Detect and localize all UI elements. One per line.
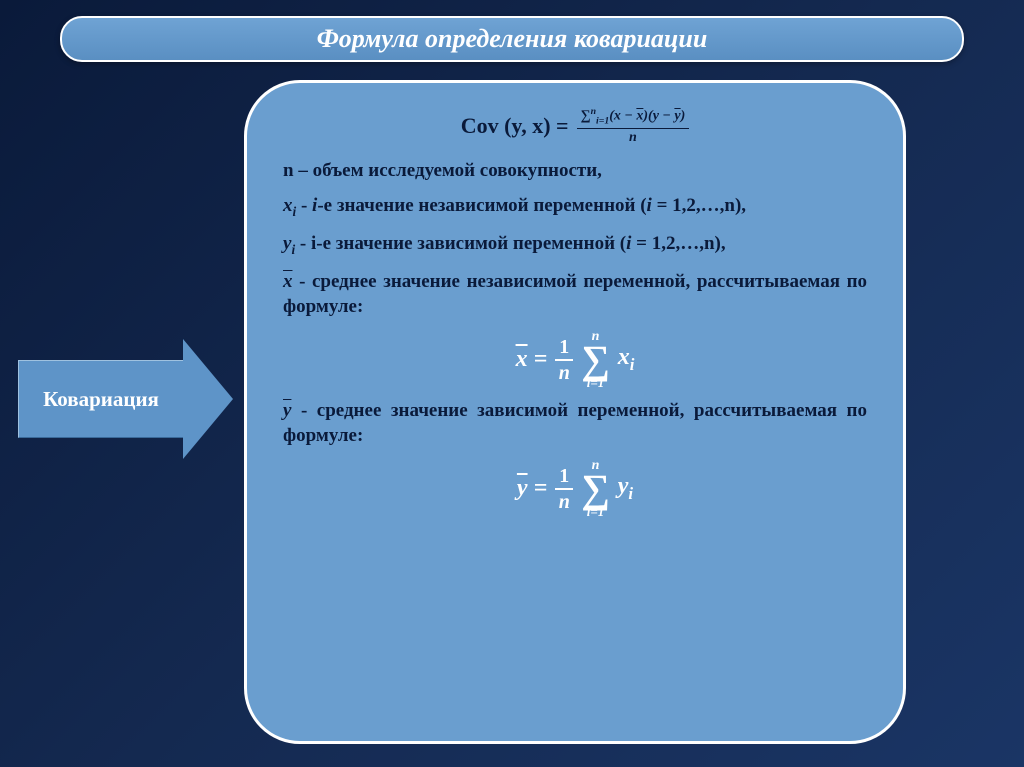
sigma-x: n ∑ i=1 (581, 330, 610, 390)
def-yi: yi - i-е значение зависимой переменной (… (283, 231, 867, 259)
ybar-symbol: y (283, 400, 291, 421)
sigma-x-lower: i=1 (587, 377, 605, 389)
sigma-y-icon: ∑ (581, 472, 610, 506)
one-over-n-y: 1 n (555, 465, 573, 513)
xi-text: - i-е значение независимой переменной (i… (301, 195, 746, 216)
content-box: Cov (y, x) = ∑ni=1(x − x)(y − y) n n – о… (244, 80, 906, 744)
yi-term: yi (618, 473, 633, 504)
ybar-formula: y = 1 n n ∑ i=1 yi (283, 459, 867, 519)
arrow-head-icon (183, 339, 233, 459)
xbar-formula: x = 1 n n ∑ i=1 xi (283, 330, 867, 390)
n-y: n (559, 490, 570, 513)
xbar-text: - среднее значение независимой переменно… (283, 271, 867, 318)
def-xbar: x - среднее значение независимой перемен… (283, 269, 867, 320)
ybar-text: - среднее значение зависимой переменной,… (283, 400, 867, 447)
cov-denominator: n (629, 129, 637, 145)
ybar-lhs: y = (517, 475, 547, 502)
sigma-x-icon: ∑ (581, 343, 610, 377)
def-n: n – объем исследуемой совокупности, (283, 158, 867, 184)
xi-symbol: xi (283, 195, 296, 216)
one-y: 1 (555, 465, 573, 490)
yi-text: - i-е значение зависимой переменной (i =… (300, 233, 726, 254)
xi-term: xi (618, 344, 635, 375)
cov-fraction: ∑ni=1(x − x)(y − y) n (577, 107, 690, 146)
one-x: 1 (555, 336, 573, 361)
def-xi: xi - i-е значение независимой переменной… (283, 193, 867, 221)
xbar-symbol: x (283, 271, 293, 292)
slide-title: Формула определения ковариации (317, 24, 708, 54)
def-ybar: y - среднее значение зависимой переменно… (283, 398, 867, 449)
sigma-y: n ∑ i=1 (581, 459, 610, 519)
one-over-n-x: 1 n (555, 336, 573, 384)
cov-lhs: Cov (y, x) = (461, 113, 569, 139)
yi-symbol: yi (283, 233, 295, 254)
sigma-y-lower: i=1 (587, 506, 605, 518)
xbar-lhs: x = (516, 346, 548, 373)
arrow-covariance: Ковариация (18, 360, 238, 438)
arrow-body: Ковариация (18, 360, 183, 438)
title-banner: Формула определения ковариации (60, 16, 964, 62)
n-x: n (559, 361, 570, 384)
cov-numerator: ∑ni=1(x − x)(y − y) (577, 107, 690, 129)
arrow-label: Ковариация (43, 387, 159, 412)
cov-formula: Cov (y, x) = ∑ni=1(x − x)(y − y) n (283, 107, 867, 146)
